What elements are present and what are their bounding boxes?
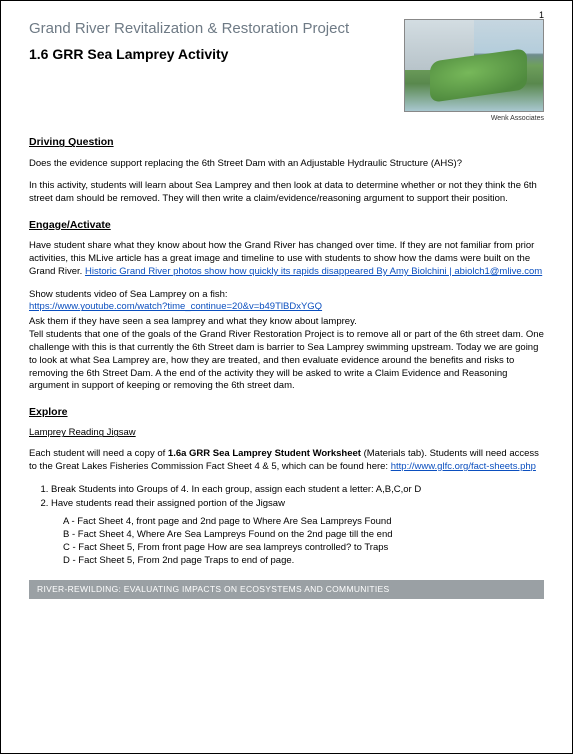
driving-question-heading: Driving Question — [29, 135, 544, 149]
jigsaw-assignments: A - Fact Sheet 4, front page and 2nd pag… — [29, 516, 544, 567]
jigsaw-b: B - Fact Sheet 4, Where Are Sea Lampreys… — [63, 529, 544, 542]
engage-video-block: Show students video of Sea Lamprey on a … — [29, 289, 544, 315]
jigsaw-a: A - Fact Sheet 4, front page and 2nd pag… — [63, 516, 544, 529]
engage-p3: Ask them if they have seen a sea lamprey… — [29, 316, 544, 329]
driving-p1: Does the evidence support replacing the … — [29, 158, 544, 171]
jigsaw-subhead: Lamprey Reading Jigsaw — [29, 427, 544, 440]
header-image-wrap: Wenk Associates — [404, 19, 544, 123]
explore-heading: Explore — [29, 405, 544, 419]
engage-p4: Tell students that one of the goals of t… — [29, 329, 544, 393]
engage-heading: Engage/Activate — [29, 218, 544, 232]
explore-intro-a: Each student will need a copy of — [29, 448, 168, 459]
youtube-link[interactable]: https://www.youtube.com/watch?time_conti… — [29, 301, 322, 312]
list-item: Break Students into Groups of 4. In each… — [51, 484, 544, 497]
header-image — [404, 19, 544, 112]
header-text-block: Grand River Revitalization & Restoration… — [29, 19, 404, 78]
footer-bar: RIVER-REWILDING: EVALUATING IMPACTS ON E… — [29, 580, 544, 599]
project-title: Grand River Revitalization & Restoration… — [29, 19, 394, 39]
list-item: Have students read their assigned portio… — [51, 498, 544, 511]
glfc-link[interactable]: http://www.glfc.org/fact-sheets.php — [391, 461, 536, 472]
jigsaw-d: D - Fact Sheet 5, From 2nd page Traps to… — [63, 555, 544, 568]
explore-intro-bold: 1.6a GRR Sea Lamprey Student Worksheet — [168, 448, 361, 459]
explore-intro: Each student will need a copy of 1.6a GR… — [29, 448, 544, 474]
explore-steps-list: Break Students into Groups of 4. In each… — [29, 484, 544, 511]
engage-p1: Have student share what they know about … — [29, 240, 544, 278]
header-row: Grand River Revitalization & Restoration… — [29, 19, 544, 123]
engage-video-intro: Show students video of Sea Lamprey on a … — [29, 289, 228, 300]
activity-title: 1.6 GRR Sea Lamprey Activity — [29, 45, 394, 64]
image-caption: Wenk Associates — [404, 114, 544, 123]
historic-photos-link[interactable]: Historic Grand River photos show how qui… — [85, 266, 542, 277]
driving-p2: In this activity, students will learn ab… — [29, 180, 544, 206]
jigsaw-c: C - Fact Sheet 5, From front page How ar… — [63, 542, 544, 555]
